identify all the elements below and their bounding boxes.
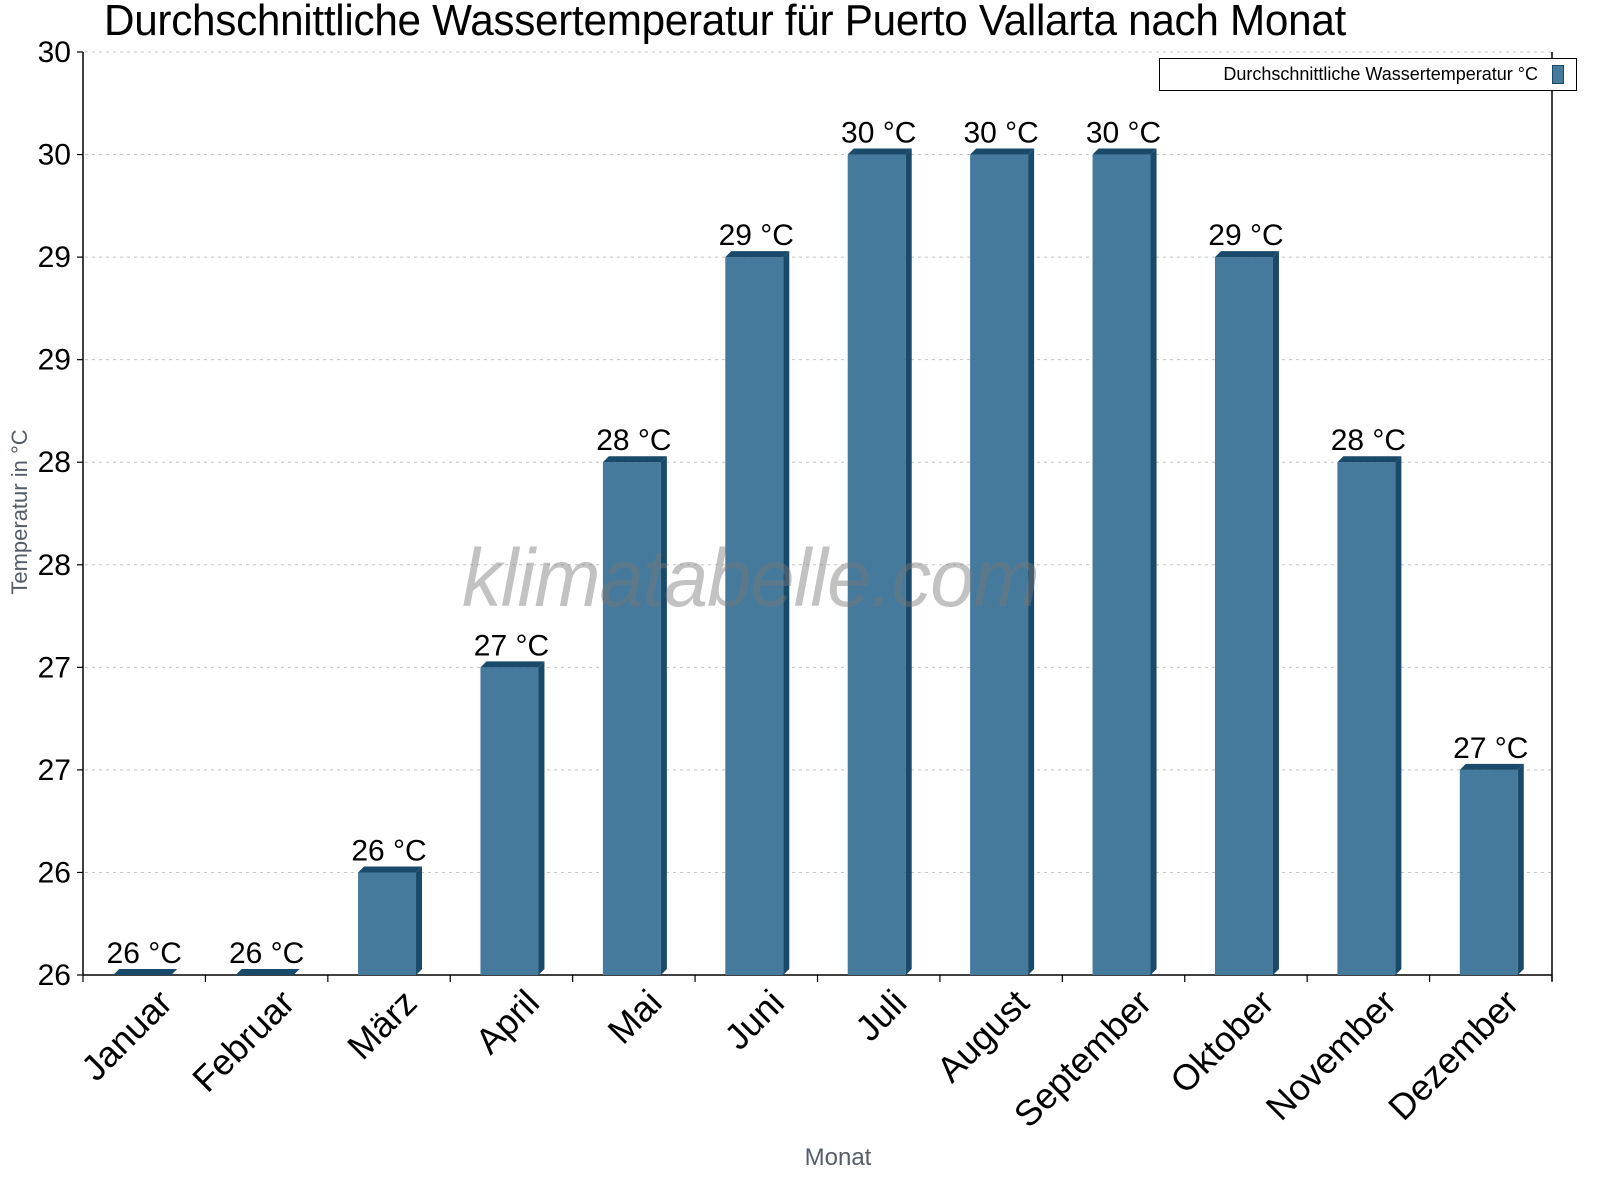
data-label: 26 °C — [351, 834, 426, 867]
legend-swatch-icon — [1552, 65, 1564, 84]
y-tick-label: 28 — [38, 549, 71, 582]
bar-januar — [113, 969, 178, 975]
x-tick-label: Februar — [184, 982, 302, 1100]
data-label: 29 °C — [719, 219, 794, 252]
data-label: 26 °C — [229, 937, 304, 970]
x-tick-label: Juni — [716, 982, 792, 1058]
y-tick-label: 27 — [38, 754, 71, 787]
bar-september — [1092, 148, 1157, 976]
data-label: 27 °C — [474, 629, 549, 662]
bar-märz — [358, 866, 423, 975]
data-label: 29 °C — [1208, 219, 1283, 252]
chart-title: Durchschnittliche Wassertemperatur für P… — [104, 0, 1346, 45]
y-axis-label: Temperatur in °C — [7, 429, 32, 595]
y-tick-label: 27 — [38, 651, 71, 684]
y-tick-label: 26 — [38, 856, 71, 889]
y-tick-label: 26 — [38, 959, 71, 992]
x-tick-label: August — [929, 982, 1037, 1090]
legend: Durchschnittliche Wassertemperatur °C — [1159, 58, 1577, 91]
bar-februar — [235, 969, 300, 975]
bar-august — [970, 148, 1035, 976]
bar-november — [1337, 456, 1402, 975]
data-label: 30 °C — [963, 117, 1038, 150]
bar-juli — [847, 148, 912, 976]
y-tick-label: 29 — [38, 241, 71, 274]
bar-oktober — [1214, 251, 1279, 976]
y-tick-label: 30 — [38, 139, 71, 172]
x-tick-label: Juli — [847, 982, 914, 1049]
bar-mai — [602, 456, 667, 975]
data-label: 26 °C — [107, 937, 182, 970]
y-tick-label: 30 — [38, 36, 71, 69]
x-tick-label: April — [467, 982, 547, 1062]
data-label: 28 °C — [1331, 424, 1406, 457]
bar-april — [480, 661, 545, 975]
x-tick-label: Januar — [73, 982, 180, 1089]
x-tick-label: Oktober — [1162, 982, 1282, 1102]
y-tick-label: 29 — [38, 344, 71, 377]
data-label: 30 °C — [841, 117, 916, 150]
x-tick-label: November — [1258, 982, 1404, 1128]
bar-juni — [725, 251, 790, 976]
bar-dezember — [1459, 763, 1524, 975]
data-label: 27 °C — [1453, 732, 1528, 765]
x-tick-label: März — [339, 982, 425, 1068]
data-label: 28 °C — [596, 424, 671, 457]
x-tick-label: Mai — [600, 982, 670, 1052]
y-tick-label: 28 — [38, 446, 71, 479]
x-tick-label: Dezember — [1380, 982, 1526, 1128]
x-axis-label: Monat — [804, 1144, 872, 1171]
legend-label: Durchschnittliche Wassertemperatur °C — [1223, 64, 1538, 84]
data-label: 30 °C — [1086, 117, 1161, 150]
